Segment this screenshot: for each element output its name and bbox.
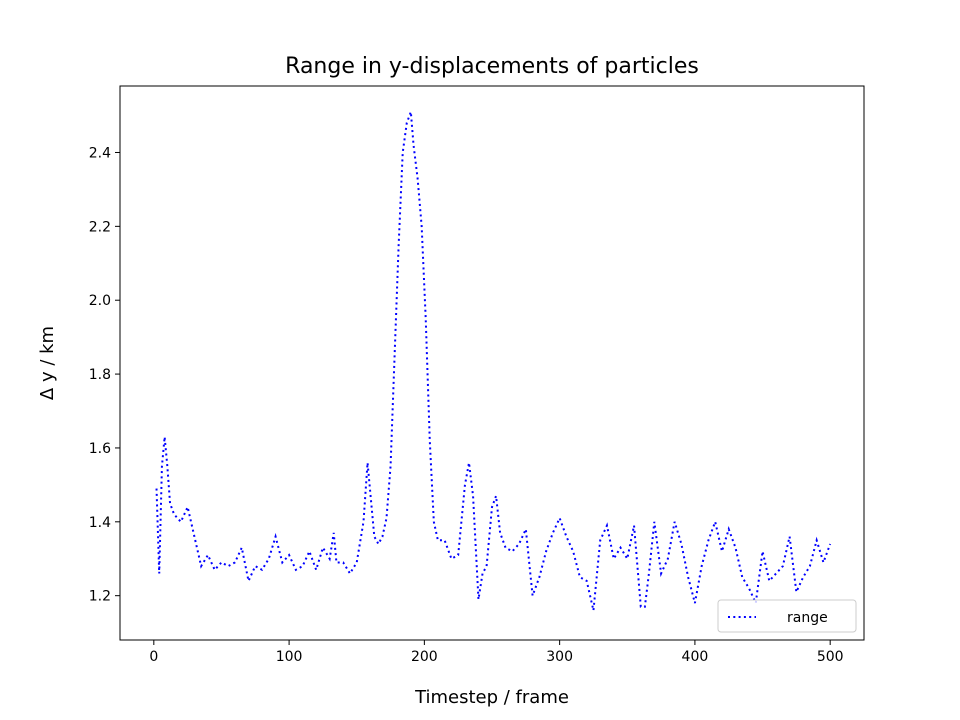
- x-tick-label: 300: [546, 649, 573, 665]
- y-tick-label: 2.4: [89, 145, 111, 161]
- y-tick-label: 2.0: [89, 293, 111, 309]
- x-tick-label: 0: [149, 649, 158, 665]
- legend-label: range: [787, 610, 828, 626]
- x-tick-label: 200: [411, 649, 438, 665]
- chart-title: Range in y-displacements of particles: [285, 54, 699, 79]
- y-tick-label: 1.2: [89, 589, 111, 605]
- y-tick-label: 1.8: [89, 367, 111, 383]
- data-line: [155, 111, 832, 611]
- x-tick-label: 100: [276, 649, 303, 665]
- y-tick-label: 2.2: [89, 219, 111, 235]
- legend: range: [717, 599, 857, 633]
- y-axis-label: Δ y / km: [37, 326, 58, 400]
- legend-box: [717, 599, 857, 633]
- x-tick-label: 400: [682, 649, 709, 665]
- y-tick-label: 1.6: [89, 441, 111, 457]
- x-axis-label: Timestep / frame: [414, 687, 569, 708]
- y-tick-label: 1.4: [89, 515, 111, 531]
- x-tick-label: 500: [817, 649, 844, 665]
- plot-frame: [119, 85, 865, 641]
